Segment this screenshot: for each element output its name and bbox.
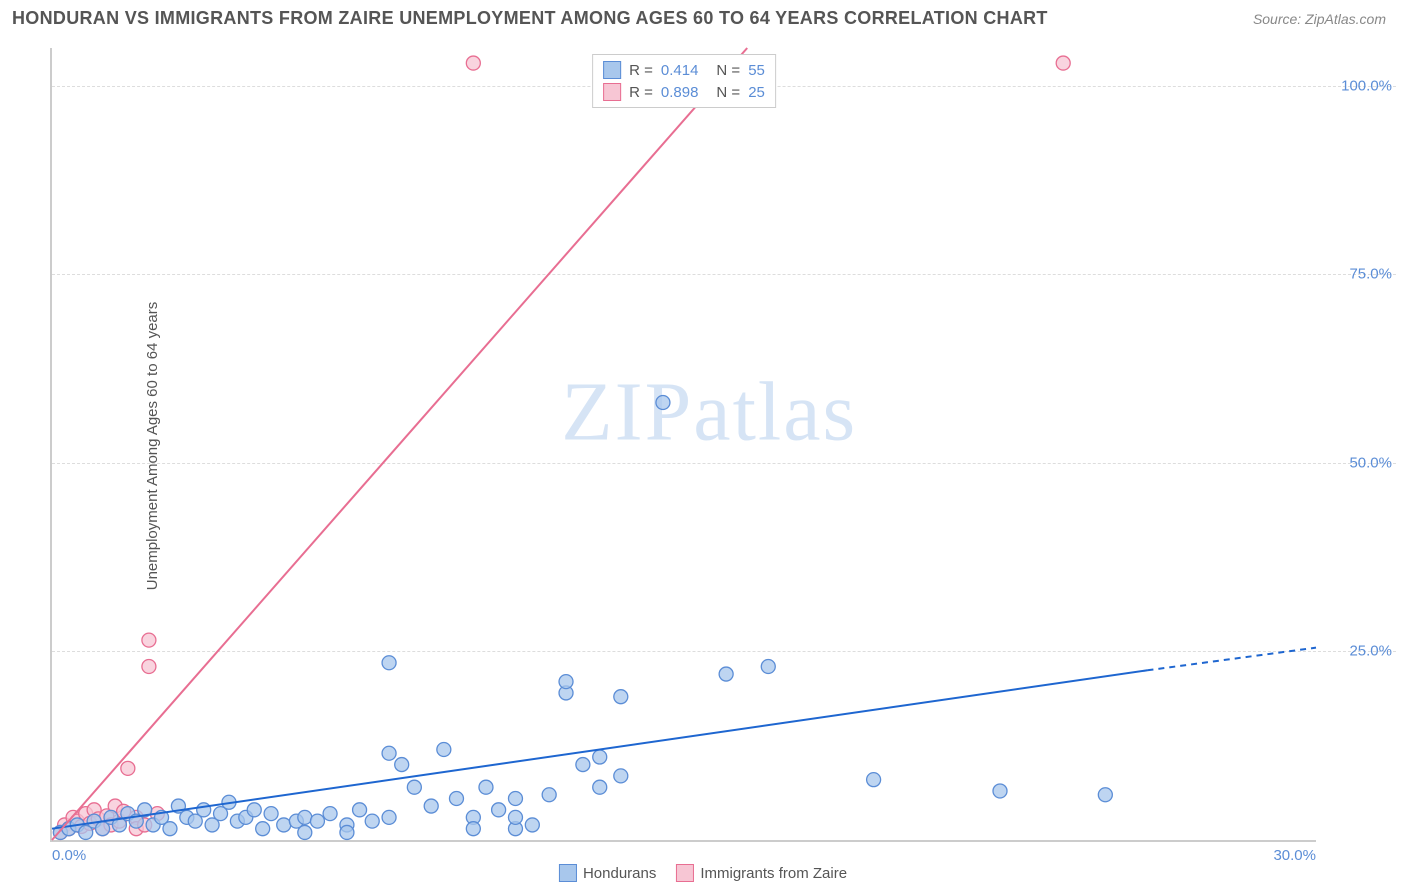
legend-row-b: R = 0.898 N = 25 [603, 81, 765, 103]
plot-area: ZIPatlas R = 0.414 N = 55 R = 0.898 N = … [50, 48, 1316, 842]
y-tick-label: 75.0% [1349, 266, 1392, 283]
swatch-zaire-icon [603, 83, 621, 101]
r-value-a: 0.414 [661, 62, 699, 79]
series-name-b: Immigrants from Zaire [700, 865, 847, 882]
swatch-zaire-icon [676, 864, 694, 882]
x-tick-label: 0.0% [52, 847, 86, 864]
x-tick-label: 30.0% [1273, 847, 1316, 864]
legend-row-a: R = 0.414 N = 55 [603, 59, 765, 81]
legend-correlation: R = 0.414 N = 55 R = 0.898 N = 25 [592, 54, 776, 108]
n-label: N = [716, 84, 740, 101]
scatter-svg [52, 48, 1316, 840]
y-tick-label: 50.0% [1349, 454, 1392, 471]
r-value-b: 0.898 [661, 84, 699, 101]
r-label: R = [629, 62, 653, 79]
swatch-hondurans-icon [559, 864, 577, 882]
n-label: N = [716, 62, 740, 79]
source-attribution: Source: ZipAtlas.com [1253, 11, 1386, 27]
series-name-a: Hondurans [583, 865, 656, 882]
legend-item-hondurans: Hondurans [559, 864, 656, 882]
n-value-b: 25 [748, 84, 765, 101]
y-tick-label: 25.0% [1349, 643, 1392, 660]
n-value-a: 55 [748, 62, 765, 79]
legend-item-zaire: Immigrants from Zaire [676, 864, 847, 882]
swatch-hondurans-icon [603, 61, 621, 79]
chart-title: HONDURAN VS IMMIGRANTS FROM ZAIRE UNEMPL… [12, 8, 1048, 29]
r-label: R = [629, 84, 653, 101]
legend-series: Hondurans Immigrants from Zaire [559, 864, 847, 882]
y-tick-label: 100.0% [1341, 77, 1392, 94]
